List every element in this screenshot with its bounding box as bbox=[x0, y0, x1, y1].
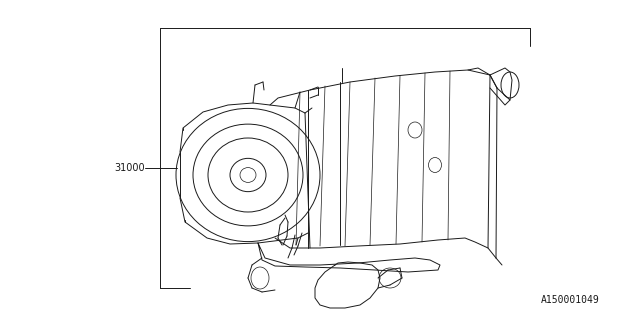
Text: A150001049: A150001049 bbox=[541, 295, 600, 305]
Text: 31000: 31000 bbox=[115, 163, 145, 173]
